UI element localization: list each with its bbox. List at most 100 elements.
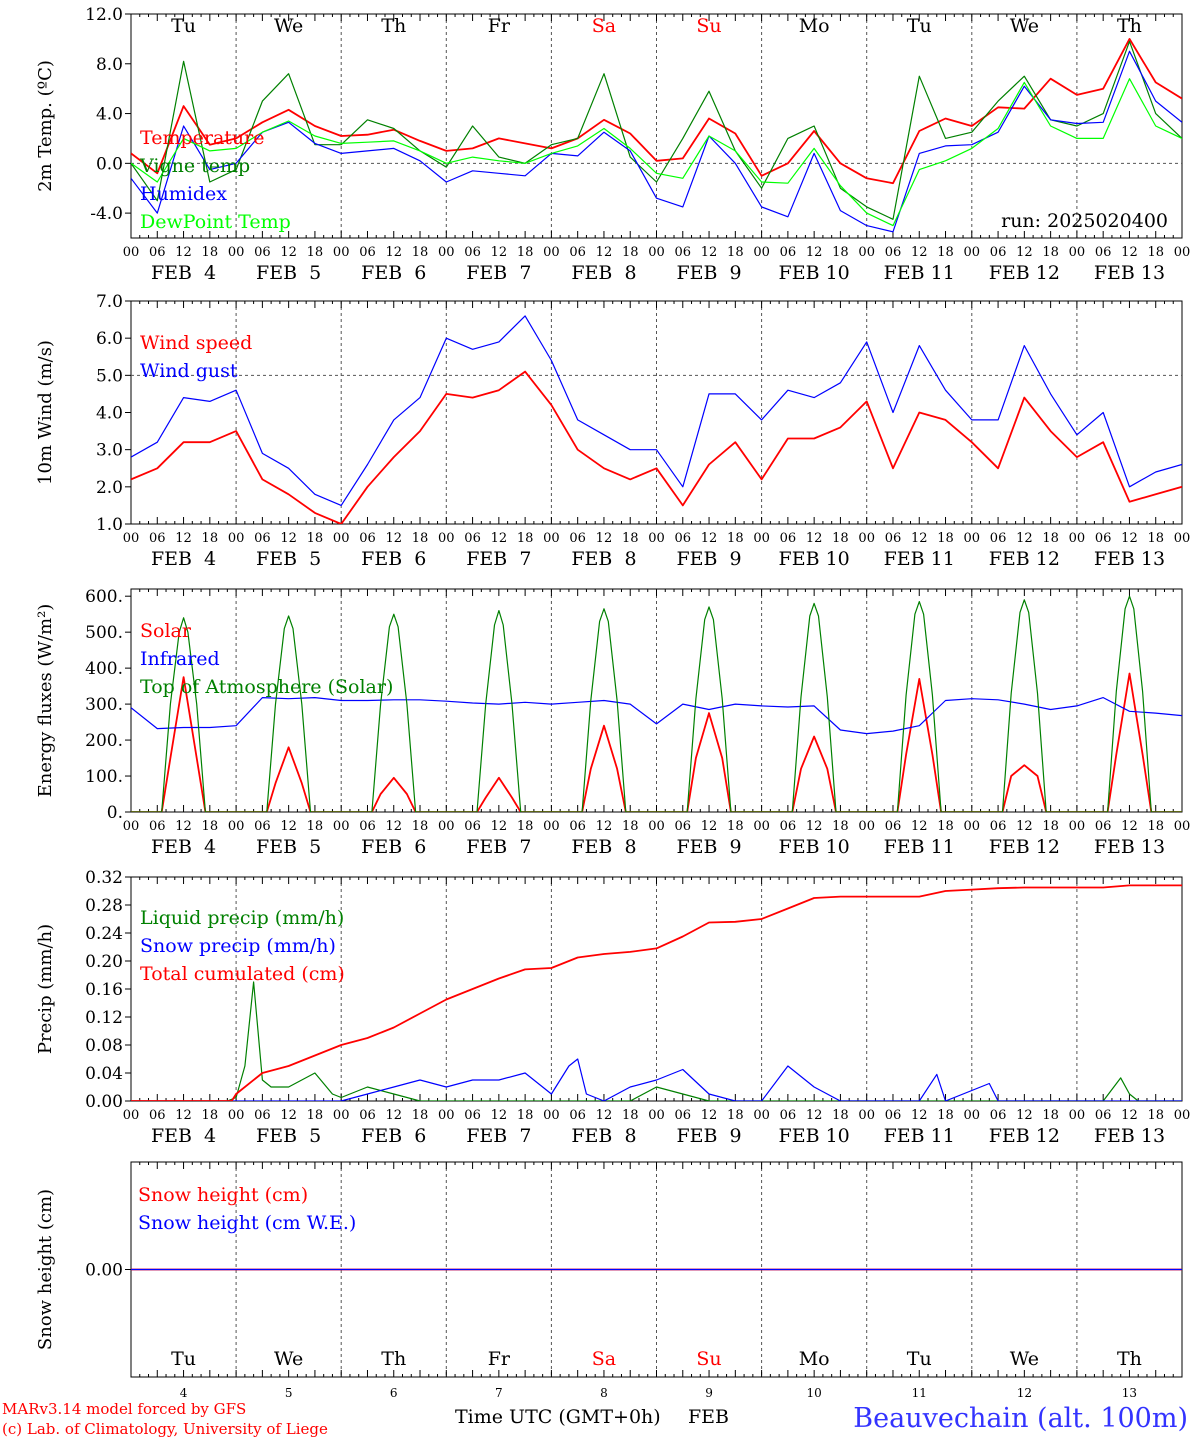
y-tick-label: 500. xyxy=(85,623,123,643)
panel-5: 0.00 Snow height (cm) Tu We Th Fr Sa Su Mo Tu We Th… xyxy=(35,1161,1183,1400)
date-label: FEB 10 xyxy=(779,836,850,858)
hour-tick-label: 12 xyxy=(175,819,192,834)
hour-tick-label: 00 xyxy=(543,819,560,834)
hour-tick-label: 00 xyxy=(964,1108,981,1123)
weekday-label: We xyxy=(274,1348,303,1370)
hour-tick-label: 18 xyxy=(517,245,534,260)
hour-tick-label: 00 xyxy=(753,531,770,546)
hour-tick-label: 18 xyxy=(622,819,639,834)
hour-tick-label: 18 xyxy=(307,1108,324,1123)
hour-tick-label: 00 xyxy=(228,531,245,546)
series-line xyxy=(131,981,1182,1101)
day-number-label: 4 xyxy=(180,1386,188,1400)
weekday-label: Tu xyxy=(907,15,932,37)
date-label: FEB 7 xyxy=(466,1125,531,1147)
date-label: FEB 12 xyxy=(989,262,1060,284)
hour-tick-label: 00 xyxy=(1069,245,1086,260)
weekday-label: Mo xyxy=(799,1348,830,1370)
hour-tick-label: 18 xyxy=(1147,531,1164,546)
legend-entry: Infrared xyxy=(140,648,220,670)
y-tick-label: 0.08 xyxy=(85,1036,123,1056)
y-tick-label: 0.00 xyxy=(85,1092,123,1112)
hour-tick-label: 06 xyxy=(885,245,902,260)
weekday-label: Tu xyxy=(907,1348,932,1370)
model-credit: MARv3.14 model forced by GFS xyxy=(2,1400,246,1418)
weekday-label: Th xyxy=(381,15,406,37)
hour-tick-label: 06 xyxy=(675,1108,692,1123)
month-label: FEB xyxy=(688,1406,729,1428)
hour-tick-label: 00 xyxy=(964,531,981,546)
y-tick-label: 6.0 xyxy=(96,329,123,349)
date-label: FEB 9 xyxy=(676,548,741,570)
legend-entry: Total cumulated (cm) xyxy=(140,963,345,985)
hour-tick-label: 06 xyxy=(1095,819,1112,834)
hour-tick-label: 12 xyxy=(1121,819,1138,834)
hour-tick-label: 12 xyxy=(385,531,402,546)
hour-tick-label: 12 xyxy=(911,1108,928,1123)
date-label: FEB 10 xyxy=(779,548,850,570)
hour-tick-label: 00 xyxy=(858,1108,875,1123)
time-axis-label: Time UTC (GMT+0h) xyxy=(455,1406,661,1428)
date-label: FEB 13 xyxy=(1094,548,1165,570)
date-label: FEB 12 xyxy=(989,548,1060,570)
date-label: FEB 6 xyxy=(361,1125,426,1147)
weekday-label: Sa xyxy=(592,15,616,37)
date-label: FEB 4 xyxy=(151,262,216,284)
hour-tick-label: 12 xyxy=(280,245,297,260)
hour-tick-label: 18 xyxy=(1042,819,1059,834)
hour-tick-label: 18 xyxy=(622,245,639,260)
date-label: FEB 9 xyxy=(676,836,741,858)
hour-tick-label: 06 xyxy=(780,245,797,260)
hour-tick-label: 18 xyxy=(517,819,534,834)
series-group xyxy=(131,884,1182,1101)
hour-tick-label: 12 xyxy=(175,1108,192,1123)
hour-tick-label: 00 xyxy=(438,531,455,546)
hour-tick-label: 18 xyxy=(307,531,324,546)
date-label: FEB 12 xyxy=(989,1125,1060,1147)
hour-tick-label: 06 xyxy=(569,819,586,834)
y-tick-label: 200. xyxy=(85,731,123,751)
station-label: Beauvechain (alt. 100m) xyxy=(853,1403,1188,1434)
panel-4: 0.32 0.28 0.24 0.20 0.16 0.12 0.08 0.04 0.00 Prec… xyxy=(35,868,1190,1147)
hour-tick-label: 06 xyxy=(885,531,902,546)
date-label: FEB 13 xyxy=(1094,836,1165,858)
date-label: FEB 5 xyxy=(256,548,321,570)
hour-tick-label: 00 xyxy=(1174,819,1191,834)
hour-tick-label: 00 xyxy=(858,819,875,834)
plot-frame xyxy=(130,588,1183,813)
hour-tick-label: 06 xyxy=(254,1108,271,1123)
y-axis-label: Snow height (cm) xyxy=(35,1189,56,1350)
plot-frame xyxy=(130,300,1183,525)
series-line xyxy=(131,884,1182,1101)
y-tick-label: 0.24 xyxy=(85,924,123,944)
hour-tick-label: 18 xyxy=(832,1108,849,1123)
y-tick-label: 0.20 xyxy=(85,952,123,972)
date-label: FEB 12 xyxy=(989,836,1060,858)
y-tick-label: 0.0 xyxy=(96,154,123,174)
legend-entry: Liquid precip (mm/h) xyxy=(140,907,344,929)
hour-tick-label: 12 xyxy=(175,245,192,260)
run-label: run: 2025020400 xyxy=(1001,210,1168,232)
weekday-label: Tu xyxy=(171,1348,196,1370)
hour-tick-label: 18 xyxy=(832,245,849,260)
hour-tick-label: 18 xyxy=(412,531,429,546)
date-label: FEB 4 xyxy=(151,1125,216,1147)
date-label: FEB 7 xyxy=(466,548,531,570)
weekday-label: We xyxy=(1010,1348,1039,1370)
date-label: FEB 8 xyxy=(571,548,636,570)
weekday-label: Tu xyxy=(171,15,196,37)
hour-tick-label: 06 xyxy=(780,531,797,546)
hour-tick-label: 00 xyxy=(1069,819,1086,834)
legend-entry: Snow precip (mm/h) xyxy=(140,935,336,957)
hour-tick-label: 18 xyxy=(202,531,219,546)
weekday-label: Sa xyxy=(592,1348,616,1370)
weekday-label: Th xyxy=(1117,15,1142,37)
day-number-label: 11 xyxy=(912,1386,927,1400)
day-number-label: 9 xyxy=(705,1386,713,1400)
hour-tick-label: 06 xyxy=(1095,245,1112,260)
hour-tick-label: 00 xyxy=(228,245,245,260)
hour-tick-label: 12 xyxy=(385,1108,402,1123)
hour-tick-label: 06 xyxy=(569,1108,586,1123)
hour-tick-label: 18 xyxy=(832,531,849,546)
hour-tick-label: 06 xyxy=(254,245,271,260)
